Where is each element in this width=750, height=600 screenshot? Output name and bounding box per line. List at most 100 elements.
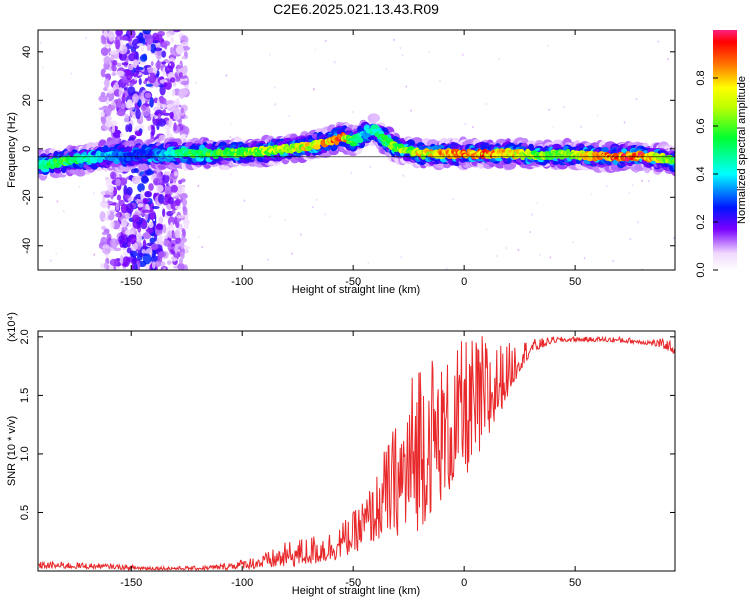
noise-blob <box>157 194 165 204</box>
noise-blob <box>127 86 136 97</box>
background-speck <box>462 53 464 56</box>
noise-blob <box>115 39 121 50</box>
noise-blob <box>110 171 117 180</box>
background-speck <box>63 210 65 213</box>
background-speck <box>169 63 171 66</box>
noise-blob <box>174 205 182 210</box>
noise-blob <box>103 56 111 65</box>
background-speck <box>590 193 593 196</box>
noise-blob <box>177 262 185 270</box>
background-speck <box>93 192 95 195</box>
noise-blob <box>162 125 171 129</box>
noise-blob <box>128 53 136 62</box>
noise-blob <box>128 30 136 39</box>
background-speck <box>612 260 614 263</box>
noise-blob <box>175 238 182 244</box>
background-speck <box>201 246 204 249</box>
noise-blob <box>176 215 184 219</box>
background-speck <box>129 120 131 123</box>
noise-blob <box>132 72 138 78</box>
background-speck <box>446 267 448 270</box>
background-speck <box>439 79 441 82</box>
noise-blob <box>173 106 179 116</box>
background-speck <box>405 85 408 88</box>
noise-blob <box>101 231 108 236</box>
background-speck <box>267 258 269 261</box>
noise-blob <box>146 169 154 175</box>
background-speck <box>49 259 52 262</box>
background-speck <box>188 132 191 135</box>
noise-blob <box>162 208 166 217</box>
noise-blob <box>100 263 106 269</box>
background-speck <box>623 121 626 124</box>
noise-blob <box>136 43 144 47</box>
background-speck <box>636 221 639 224</box>
ridge-blob <box>370 113 380 122</box>
noise-blob <box>162 223 167 234</box>
background-speck <box>580 125 582 128</box>
background-speck <box>148 74 151 77</box>
noise-blob <box>144 92 152 99</box>
background-speck <box>452 198 454 201</box>
background-speck <box>180 96 183 99</box>
noise-blob <box>100 115 107 125</box>
noise-blob <box>184 84 189 89</box>
noise-blob <box>155 228 163 236</box>
background-speck <box>70 72 73 75</box>
noise-blob <box>163 235 168 240</box>
noise-blob <box>115 178 121 187</box>
noise-blob <box>174 245 179 254</box>
background-speck <box>78 185 81 188</box>
noise-blob <box>180 80 189 85</box>
noise-blob <box>152 177 161 186</box>
noise-blob <box>103 194 111 198</box>
noise-blob <box>101 36 107 45</box>
background-speck <box>243 199 246 202</box>
background-speck <box>288 114 290 117</box>
noise-blob <box>169 111 174 119</box>
background-speck <box>104 71 107 74</box>
background-speck <box>350 171 352 174</box>
noise-blob <box>139 54 148 62</box>
noise-blob <box>145 228 154 233</box>
background-speck <box>198 236 200 239</box>
noise-blob <box>124 229 134 236</box>
noise-blob <box>141 209 151 213</box>
background-speck <box>56 200 59 203</box>
noise-blob <box>176 185 183 193</box>
noise-blob <box>173 122 177 132</box>
noise-blob <box>121 93 126 104</box>
background-speck <box>300 233 302 236</box>
noise-blob <box>169 172 175 182</box>
noise-blob <box>167 196 174 205</box>
noise-blob <box>98 95 108 103</box>
background-speck <box>517 249 520 252</box>
noise-blob <box>144 77 149 82</box>
noise-blob <box>175 45 184 55</box>
noise-blob <box>119 132 124 138</box>
background-speck <box>324 40 327 43</box>
noise-blob <box>161 104 169 108</box>
noise-blob <box>120 254 124 265</box>
background-speck <box>536 202 538 205</box>
noise-blob <box>178 258 184 265</box>
noise-blob <box>128 234 137 245</box>
background-speck <box>657 40 660 43</box>
noise-blob <box>162 112 171 116</box>
chart-title: C2E6.2025.021.13.43.R09 <box>273 1 439 17</box>
noise-blob <box>136 64 140 75</box>
noise-blob <box>180 239 185 250</box>
background-speck <box>641 179 643 182</box>
noise-blob <box>139 36 146 43</box>
spectrogram-marks <box>38 30 675 270</box>
noise-blob <box>102 196 106 204</box>
noise-blob <box>178 179 183 185</box>
background-speck <box>673 237 675 240</box>
noise-blob <box>149 237 156 244</box>
noise-blob <box>158 216 164 225</box>
noise-blob <box>137 183 145 193</box>
background-speck <box>42 66 45 69</box>
noise-blob <box>181 55 187 60</box>
noise-blob <box>140 47 145 52</box>
noise-blob <box>150 255 158 263</box>
